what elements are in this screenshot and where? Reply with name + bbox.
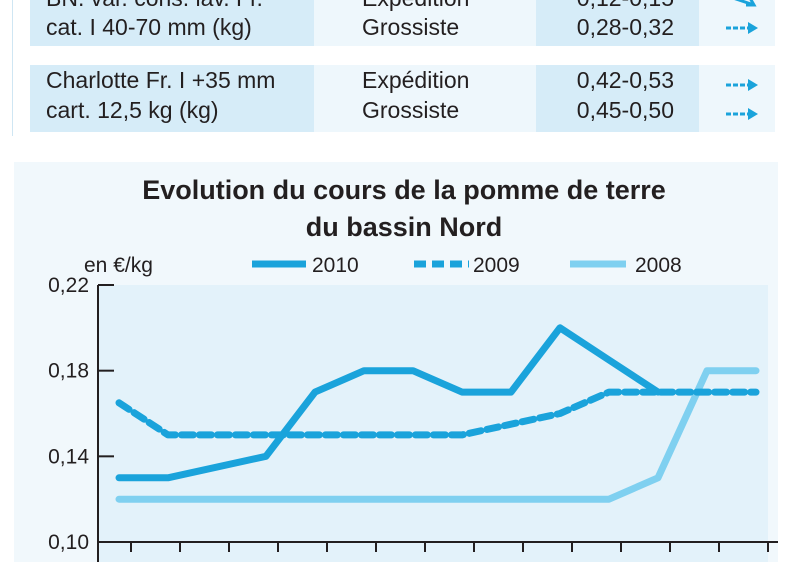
product-cell-band — [30, 65, 314, 132]
y-tick-label: 0,14 — [48, 445, 89, 468]
product-name-line1: BN. var. cons. lav. Fr. — [46, 0, 263, 14]
legend-label-2010: 2010 — [312, 254, 359, 277]
chart-axes: 0,22 0,18 0,14 0,10 — [48, 274, 778, 562]
trend-right-arrow-icon — [726, 79, 758, 91]
stage-label: Grossiste — [362, 14, 460, 40]
stage-label: Grossiste — [362, 97, 460, 123]
product-name-line1: Charlotte Fr. I +35 mm — [46, 67, 276, 93]
y-unit-label: en €/kg — [84, 254, 153, 277]
price-range: 0,42-0,53 — [576, 67, 674, 93]
chart-title-line2: du bassin Nord — [306, 212, 503, 242]
trend-right-arrow-icon — [726, 108, 758, 120]
price-range: 0,12-0,15 — [524, 0, 674, 14]
chart-panel: Evolution du cours de la pomme de terre … — [14, 162, 778, 562]
series-layer — [115, 324, 760, 503]
plot-area — [98, 285, 768, 562]
price-evolution-chart: Evolution du cours de la pomme de terre … — [48, 175, 778, 562]
price-cell-band — [536, 0, 699, 46]
table-left-rule — [12, 0, 13, 136]
chart-legend: 2010 2009 2008 — [252, 254, 682, 277]
price-range: 0,28-0,32 — [576, 14, 674, 40]
trend-right-arrow-icon — [726, 22, 758, 34]
price-range: 0,45-0,50 — [576, 97, 674, 123]
product-name-line2: cart. 12,5 kg (kg) — [46, 97, 219, 123]
stage-label: Expédition — [362, 67, 470, 93]
product-cell-band — [30, 0, 314, 46]
legend-label-2008: 2008 — [635, 254, 682, 277]
chart-title-line1: Evolution du cours de la pomme de terre — [142, 175, 666, 205]
price-table: BN. var. cons. lav. Fr. cat. I 40-70 mm … — [0, 0, 800, 140]
product-name-line2: cat. I 40-70 mm (kg) — [46, 14, 252, 40]
y-tick-label: 0,22 — [48, 274, 89, 297]
series-line-2008 — [115, 367, 760, 503]
series-line-2009 — [115, 388, 760, 439]
price-cell-band — [536, 65, 699, 132]
stage-label: Expédition — [362, 0, 469, 14]
series-line-2010 — [115, 324, 662, 482]
trend-up-arrow-icon — [734, 0, 757, 7]
y-tick-label: 0,10 — [48, 531, 89, 554]
legend-label-2009: 2009 — [473, 254, 520, 277]
y-tick-label: 0,18 — [48, 360, 89, 383]
